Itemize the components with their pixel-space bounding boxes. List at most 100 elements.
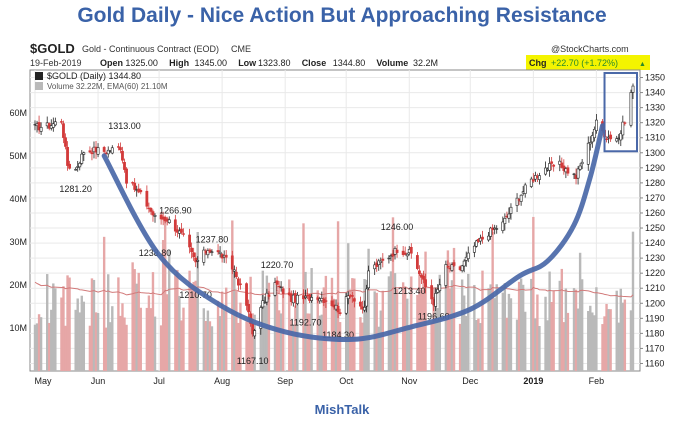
candle-body	[218, 251, 222, 254]
candle-body	[590, 135, 594, 143]
candle-body	[259, 307, 263, 329]
volume-axis: 10M 20M 30M 40M 50M 60M	[9, 108, 27, 333]
volume-bar	[489, 284, 492, 371]
volume-bar	[375, 292, 378, 371]
price-tick-label: 1200	[645, 298, 665, 308]
candle-body	[621, 121, 625, 136]
volume-bar	[320, 314, 323, 371]
volume-bar	[111, 306, 114, 371]
candle-body	[544, 167, 547, 175]
candle-body	[501, 221, 505, 231]
candle-body	[234, 271, 238, 278]
price-tick-label: 1160	[645, 358, 664, 368]
candle-body	[263, 301, 267, 304]
quote-value: 1344.80	[333, 58, 366, 68]
volume-bar	[446, 250, 450, 371]
volume-bar	[534, 318, 537, 371]
volume-bar	[515, 319, 519, 371]
quote-value: 32.2M	[413, 58, 438, 68]
price-tick-label: 1320	[645, 118, 665, 128]
volume-bar	[562, 322, 566, 371]
volume-bar	[216, 300, 220, 371]
volume-bar	[135, 283, 138, 371]
volume-bar	[50, 309, 53, 371]
candle-body	[173, 219, 177, 232]
candle-body	[310, 297, 314, 301]
volume-bar	[548, 271, 551, 371]
volume-bar	[615, 290, 618, 371]
candle-body	[78, 162, 82, 168]
volume-bar	[367, 248, 370, 371]
volume-bar	[550, 301, 553, 371]
volume-bar	[182, 307, 185, 371]
volume-bar	[204, 320, 208, 371]
candle-body	[424, 279, 427, 288]
candle-body	[324, 300, 328, 302]
candle-body	[119, 147, 122, 151]
volume-bar	[202, 308, 206, 371]
volume-bar	[391, 217, 395, 371]
volume-bar	[121, 303, 124, 371]
quote-label: Open	[100, 58, 123, 68]
volume-bar	[566, 312, 570, 371]
candle-body	[481, 236, 484, 240]
candle-body	[237, 278, 240, 286]
candle-body	[102, 147, 106, 152]
volume-bar	[68, 277, 71, 371]
candle-body	[62, 123, 65, 138]
price-tick-label: 1250	[645, 223, 665, 233]
volume-bar	[416, 294, 419, 371]
change-highlight	[526, 55, 650, 70]
volume-bar	[263, 305, 267, 371]
quote-label: Close	[302, 58, 327, 68]
candle-body	[208, 249, 212, 253]
candle-body	[629, 92, 633, 126]
candle-body	[247, 303, 250, 313]
candles	[33, 83, 635, 339]
candle-body	[403, 252, 407, 255]
candle-body	[460, 265, 464, 272]
volume-tick-label: 60M	[9, 108, 27, 118]
volume-bar	[617, 322, 620, 371]
candle-body	[446, 266, 450, 268]
candle-body	[415, 255, 419, 269]
volume-bar	[605, 303, 608, 371]
volume-bar	[37, 314, 41, 371]
price-annotation: 1192.70	[290, 317, 322, 327]
candle-body	[609, 134, 613, 140]
volume-bar	[493, 298, 496, 371]
volume-bar	[109, 322, 112, 371]
candle-body	[548, 163, 552, 171]
date-tick-label: 2019	[523, 376, 543, 386]
candle-body	[434, 293, 438, 307]
price-annotation: 1237.80	[196, 234, 229, 244]
volume-bar	[465, 316, 468, 371]
volume-bar	[125, 324, 128, 371]
candle-body	[279, 286, 283, 289]
volume-bar	[546, 320, 549, 371]
price-tick-label: 1210	[645, 283, 665, 293]
price-annotations: 1313.001281.201266.901238.801237.801210.…	[59, 121, 449, 366]
price-axis: 1160 1170 1180 1190 1200 1210 1220 1230 1240 1250…	[640, 73, 665, 368]
candle-body	[395, 249, 399, 253]
candle-body	[82, 152, 86, 155]
candle-body	[418, 270, 421, 275]
candle-body	[605, 138, 608, 140]
volume-bar	[188, 270, 191, 371]
volume-bar	[239, 302, 242, 371]
volume-bar	[607, 309, 610, 371]
volume-bar	[495, 284, 498, 371]
volume-bar	[62, 286, 65, 371]
volume-bar	[180, 320, 183, 371]
volume-bar	[544, 296, 547, 371]
candle-body	[503, 218, 507, 225]
date-tick-label: Sep	[277, 376, 293, 386]
volume-bar	[467, 273, 470, 371]
candle-body	[566, 167, 570, 174]
candle-body	[507, 213, 511, 219]
volume-bar	[52, 283, 55, 371]
candle-body	[330, 300, 334, 306]
volume-bar	[481, 270, 484, 371]
candle-body	[623, 122, 627, 124]
volume-tick-label: 30M	[9, 237, 27, 247]
